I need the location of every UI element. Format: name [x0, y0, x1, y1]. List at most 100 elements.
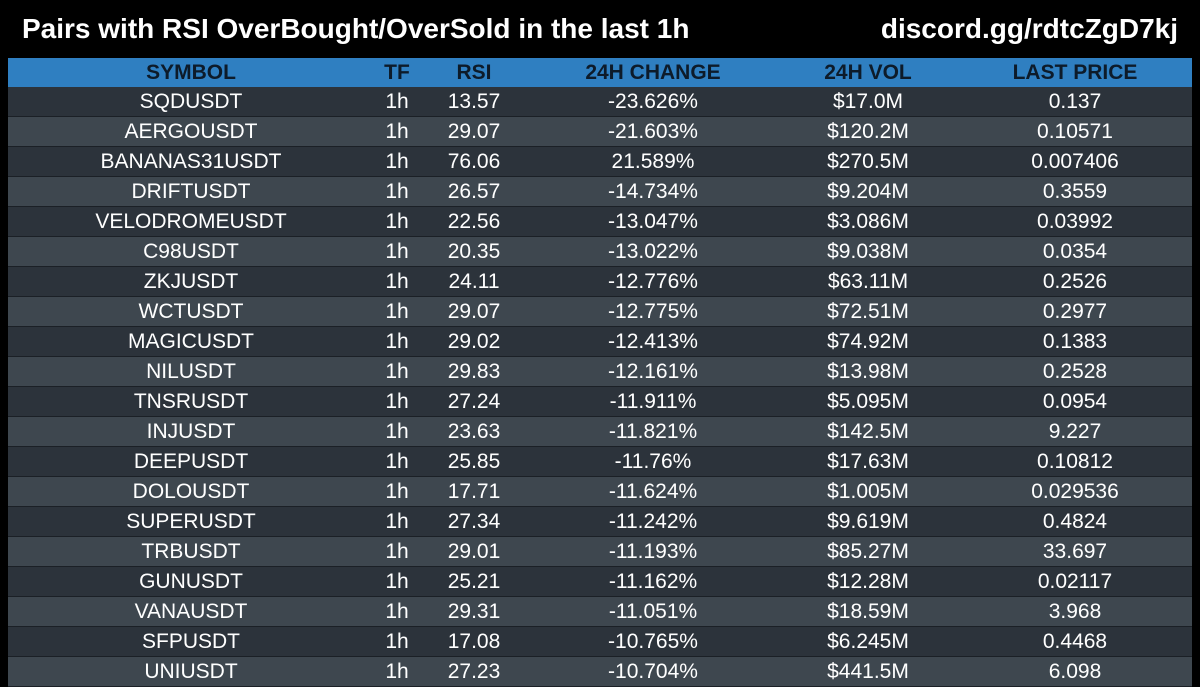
cell-tf: 1h — [374, 566, 420, 597]
cell-symbol: VELODROMEUSDT — [8, 206, 374, 237]
cell-symbol: DRIFTUSDT — [8, 176, 374, 207]
cell-24h-vol: $12.28M — [778, 566, 958, 597]
cell-24h-vol: $63.11M — [778, 266, 958, 297]
table-row: BANANAS31USDT 1h 76.06 21.589% $270.5M 0.0074… — [8, 146, 1192, 177]
cell-rsi: 25.21 — [420, 566, 528, 597]
cell-rsi: 29.07 — [420, 116, 528, 147]
table-row: VELODROMEUSDT 1h 22.56 -13.047% $3.086M 0.039… — [8, 206, 1192, 237]
cell-24h-change: -11.242% — [528, 506, 778, 537]
table-row: C98USDT 1h 20.35 -13.022% $9.038M 0.0354 — [8, 236, 1192, 267]
table-row: NILUSDT 1h 29.83 -12.161% $13.98M 0.2528 — [8, 356, 1192, 387]
cell-symbol: TNSRUSDT — [8, 386, 374, 417]
cell-symbol: VANAUSDT — [8, 596, 374, 627]
cell-24h-vol: $5.095M — [778, 386, 958, 417]
cell-last-price: 0.007406 — [958, 146, 1192, 177]
cell-24h-change: -11.821% — [528, 416, 778, 447]
cell-rsi: 29.31 — [420, 596, 528, 627]
cell-rsi: 26.57 — [420, 176, 528, 207]
cell-last-price: 0.0354 — [958, 236, 1192, 267]
cell-24h-change: -11.162% — [528, 566, 778, 597]
cell-tf: 1h — [374, 146, 420, 177]
cell-24h-vol: $72.51M — [778, 296, 958, 327]
cell-rsi: 27.23 — [420, 656, 528, 687]
cell-symbol: GUNUSDT — [8, 566, 374, 597]
cell-tf: 1h — [374, 296, 420, 327]
page-title: Pairs with RSI OverBought/OverSold in th… — [22, 13, 690, 44]
cell-24h-change: -11.624% — [528, 476, 778, 507]
cell-tf: 1h — [374, 176, 420, 207]
cell-last-price: 9.227 — [958, 416, 1192, 447]
discord-link[interactable]: discord.gg/rdtcZgD7kj — [880, 13, 1178, 44]
cell-24h-change: -13.047% — [528, 206, 778, 237]
cell-last-price: 0.2526 — [958, 266, 1192, 297]
cell-tf: 1h — [374, 506, 420, 537]
cell-rsi: 24.11 — [420, 266, 528, 297]
cell-last-price: 0.3559 — [958, 176, 1192, 207]
cell-rsi: 25.85 — [420, 446, 528, 477]
cell-symbol: DOLOUSDT — [8, 476, 374, 507]
cell-24h-change: -12.161% — [528, 356, 778, 387]
table-row: VANAUSDT 1h 29.31 -11.051% $18.59M 3.968 — [8, 596, 1192, 627]
cell-tf: 1h — [374, 266, 420, 297]
cell-24h-change: -13.022% — [528, 236, 778, 267]
cell-24h-vol: $74.92M — [778, 326, 958, 357]
cell-tf: 1h — [374, 206, 420, 237]
cell-tf: 1h — [374, 596, 420, 627]
cell-symbol: INJUSDT — [8, 416, 374, 447]
cell-last-price: 0.02117 — [958, 566, 1192, 597]
rsi-pairs-table: SYMBOL TF RSI 24H CHANGE 24H VOL LAST PR… — [8, 58, 1192, 687]
cell-symbol: SFPUSDT — [8, 626, 374, 657]
cell-tf: 1h — [374, 416, 420, 447]
cell-24h-vol: $3.086M — [778, 206, 958, 237]
cell-symbol: BANANAS31USDT — [8, 146, 374, 177]
cell-24h-vol: $13.98M — [778, 356, 958, 387]
cell-rsi: 17.08 — [420, 626, 528, 657]
cell-24h-change: -11.76% — [528, 446, 778, 477]
cell-last-price: 0.2977 — [958, 296, 1192, 327]
table-row: MAGICUSDT 1h 29.02 -12.413% $74.92M 0.1383 — [8, 326, 1192, 357]
table-row: TNSRUSDT 1h 27.24 -11.911% $5.095M 0.0954 — [8, 386, 1192, 417]
cell-tf: 1h — [374, 536, 420, 567]
cell-24h-change: -10.704% — [528, 656, 778, 687]
cell-symbol: UNIUSDT — [8, 656, 374, 687]
cell-last-price: 0.2528 — [958, 356, 1192, 387]
cell-24h-vol: $17.0M — [778, 87, 958, 117]
cell-rsi: 27.34 — [420, 506, 528, 537]
column-header-24h-vol: 24H VOL — [778, 58, 958, 87]
cell-24h-change: -21.603% — [528, 116, 778, 147]
cell-rsi: 29.83 — [420, 356, 528, 387]
cell-24h-change: -11.911% — [528, 386, 778, 417]
cell-rsi: 29.07 — [420, 296, 528, 327]
cell-24h-vol: $17.63M — [778, 446, 958, 477]
cell-24h-vol: $270.5M — [778, 146, 958, 177]
cell-last-price: 0.137 — [958, 87, 1192, 117]
cell-24h-change: -10.765% — [528, 626, 778, 657]
cell-24h-change: -12.775% — [528, 296, 778, 327]
table-row: AERGOUSDT 1h 29.07 -21.603% $120.2M 0.10571 — [8, 116, 1192, 147]
table-header-row: SYMBOL TF RSI 24H CHANGE 24H VOL LAST PR… — [8, 58, 1192, 87]
cell-rsi: 17.71 — [420, 476, 528, 507]
cell-24h-vol: $142.5M — [778, 416, 958, 447]
cell-last-price: 0.0954 — [958, 386, 1192, 417]
cell-24h-vol: $85.27M — [778, 536, 958, 567]
table-row: SQDUSDT 1h 13.57 -23.626% $17.0M 0.137 — [8, 87, 1192, 117]
cell-tf: 1h — [374, 446, 420, 477]
cell-symbol: NILUSDT — [8, 356, 374, 387]
cell-24h-change: -11.051% — [528, 596, 778, 627]
cell-tf: 1h — [374, 236, 420, 267]
cell-tf: 1h — [374, 626, 420, 657]
cell-rsi: 29.02 — [420, 326, 528, 357]
cell-24h-vol: $120.2M — [778, 116, 958, 147]
cell-tf: 1h — [374, 87, 420, 117]
cell-symbol: ZKJUSDT — [8, 266, 374, 297]
cell-tf: 1h — [374, 326, 420, 357]
cell-last-price: 0.029536 — [958, 476, 1192, 507]
cell-last-price: 0.10571 — [958, 116, 1192, 147]
cell-rsi: 20.35 — [420, 236, 528, 267]
cell-24h-vol: $9.619M — [778, 506, 958, 537]
table-row: SUPERUSDT 1h 27.34 -11.242% $9.619M 0.4824 — [8, 506, 1192, 537]
cell-symbol: MAGICUSDT — [8, 326, 374, 357]
cell-tf: 1h — [374, 356, 420, 387]
cell-24h-vol: $6.245M — [778, 626, 958, 657]
cell-symbol: DEEPUSDT — [8, 446, 374, 477]
